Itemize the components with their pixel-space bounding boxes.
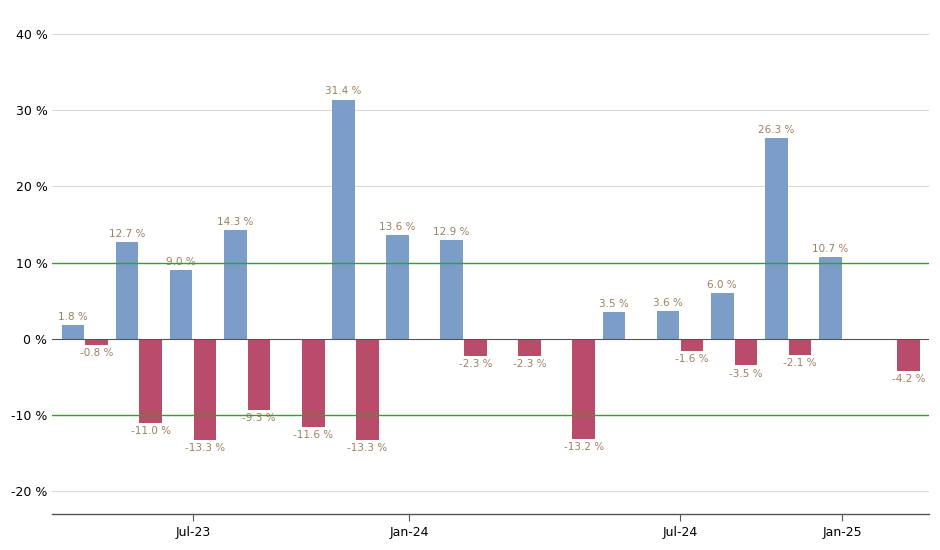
Text: 31.4 %: 31.4 % — [325, 86, 362, 96]
Bar — [765, 139, 788, 339]
Text: -0.8 %: -0.8 % — [80, 348, 114, 358]
Text: 3.6 %: 3.6 % — [653, 298, 683, 309]
Text: -13.3 %: -13.3 % — [347, 443, 387, 453]
Text: 12.7 %: 12.7 % — [109, 229, 145, 239]
Text: 1.8 %: 1.8 % — [58, 312, 87, 322]
Bar — [61, 325, 85, 339]
Bar — [789, 339, 811, 355]
Text: -13.3 %: -13.3 % — [185, 443, 225, 453]
Bar — [603, 312, 625, 339]
Bar — [194, 339, 216, 440]
Bar — [819, 257, 842, 339]
Bar — [86, 339, 108, 345]
Bar — [356, 339, 379, 440]
Text: 26.3 %: 26.3 % — [759, 125, 794, 135]
Bar — [464, 339, 487, 356]
Text: -11.6 %: -11.6 % — [293, 430, 333, 440]
Text: -2.3 %: -2.3 % — [459, 359, 493, 370]
Text: 14.3 %: 14.3 % — [217, 217, 254, 227]
Text: -2.1 %: -2.1 % — [783, 358, 817, 368]
Bar — [897, 339, 919, 371]
Bar — [681, 339, 703, 351]
Bar — [711, 293, 733, 339]
Text: -2.3 %: -2.3 % — [513, 359, 546, 370]
Text: 13.6 %: 13.6 % — [380, 222, 415, 232]
Bar — [332, 100, 354, 339]
Text: -3.5 %: -3.5 % — [729, 368, 762, 378]
Bar — [302, 339, 324, 427]
Text: -11.0 %: -11.0 % — [131, 426, 171, 436]
Bar — [518, 339, 540, 356]
Text: 6.0 %: 6.0 % — [708, 280, 737, 290]
Text: 3.5 %: 3.5 % — [599, 299, 629, 309]
Bar — [572, 339, 595, 439]
Bar — [224, 230, 246, 339]
Bar — [170, 270, 193, 339]
Text: -4.2 %: -4.2 % — [891, 374, 925, 384]
Text: -1.6 %: -1.6 % — [675, 354, 709, 364]
Bar — [735, 339, 758, 366]
Text: 10.7 %: 10.7 % — [812, 244, 849, 254]
Text: -13.2 %: -13.2 % — [564, 442, 603, 453]
Bar — [247, 339, 271, 410]
Bar — [386, 235, 409, 339]
Text: 12.9 %: 12.9 % — [433, 228, 470, 238]
Bar — [657, 311, 680, 339]
Bar — [440, 240, 463, 339]
Text: -9.3 %: -9.3 % — [243, 412, 275, 423]
Text: 9.0 %: 9.0 % — [166, 257, 196, 267]
Bar — [116, 242, 138, 339]
Bar — [139, 339, 163, 422]
